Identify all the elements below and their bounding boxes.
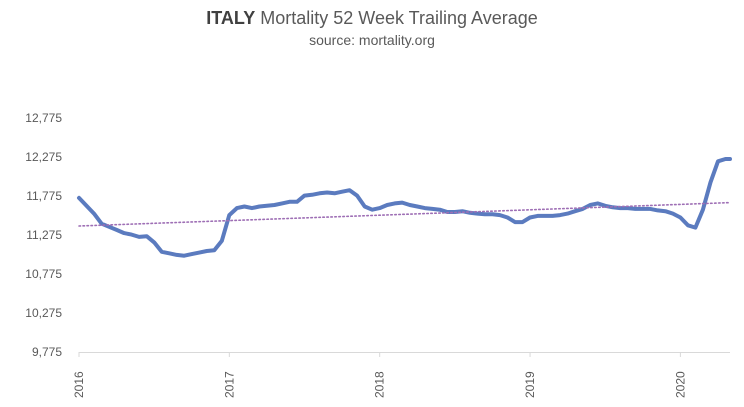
y-tick-label: 12,275 — [25, 150, 62, 164]
x-axis: 2016 2017 2018 2019 2020 — [72, 352, 730, 398]
x-tick-label: 2019 — [523, 371, 537, 398]
y-tick-label: 12,775 — [25, 111, 62, 125]
plot-area — [77, 157, 732, 258]
y-tick-label: 10,775 — [25, 267, 62, 281]
x-tick-label: 2020 — [673, 371, 687, 398]
y-tick-label: 11,775 — [26, 189, 62, 203]
chart-title-rest: Mortality 52 Week Trailing Average — [260, 8, 538, 28]
chart-title-block: ITALY Mortality 52 Week Trailing Average… — [0, 6, 744, 50]
chart-title: ITALY Mortality 52 Week Trailing Average — [0, 6, 744, 30]
y-axis: 12,775 12,275 11,775 11,275 10,775 10,275 9,77… — [25, 111, 62, 359]
chart-title-bold: ITALY — [206, 8, 256, 28]
x-tick-label: 2017 — [222, 371, 236, 398]
chart-subtitle: source: mortality.org — [309, 32, 435, 48]
mortality-series-line — [77, 157, 732, 258]
y-tick-label: 10,275 — [25, 306, 62, 320]
x-tick-label: 2016 — [72, 371, 86, 398]
x-tick-label: 2018 — [373, 371, 387, 398]
y-tick-label: 11,275 — [26, 228, 62, 242]
y-tick-label: 9,775 — [32, 345, 62, 359]
trend-line — [78, 201, 731, 227]
